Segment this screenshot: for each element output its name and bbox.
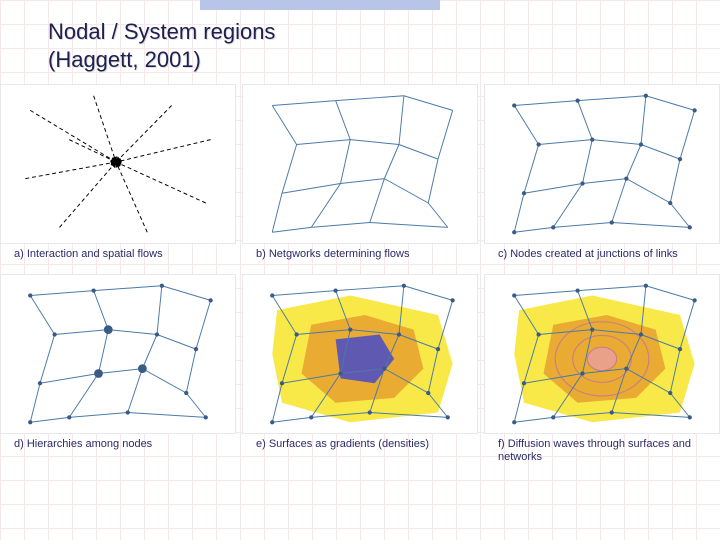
caption-b: b) Netgworks determining flows (242, 244, 478, 274)
diagram-grid: a) Interaction and spatial flows b) Netg… (0, 84, 720, 464)
panel-e (242, 274, 478, 434)
panel-f (484, 274, 720, 434)
panel-f-svg (485, 275, 719, 433)
panel-e-svg (243, 275, 477, 433)
panel-a (0, 84, 236, 244)
panel-a-svg (1, 85, 235, 243)
panel-c-svg (485, 85, 719, 243)
caption-d: d) Hierarchies among nodes (0, 434, 236, 464)
title-line2: (Haggett, 2001) (48, 47, 201, 72)
slide-title: Nodal / System regions (Haggett, 2001) (48, 18, 275, 73)
panel-d (0, 274, 236, 434)
caption-c: c) Nodes created at junctions of links (484, 244, 720, 274)
panel-b-svg (243, 85, 477, 243)
caption-e: e) Surfaces as gradients (densities) (242, 434, 478, 464)
caption-a: a) Interaction and spatial flows (0, 244, 236, 274)
panel-b (242, 84, 478, 244)
caption-f: f) Diffusion waves through surfaces and … (484, 434, 720, 464)
panel-d-svg (1, 275, 235, 433)
title-accent-band (200, 0, 440, 10)
panel-c (484, 84, 720, 244)
title-line1: Nodal / System regions (48, 19, 275, 44)
